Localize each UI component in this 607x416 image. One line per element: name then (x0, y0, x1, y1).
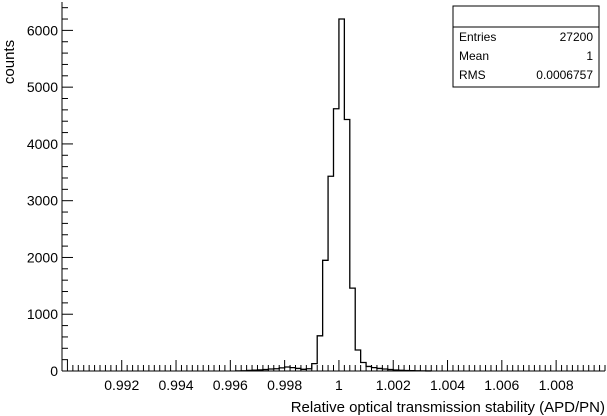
stats-box: Entries 27200 Mean 1 RMS 0.0006757 (452, 5, 600, 88)
x-axis-title: Relative optical transmission stability … (291, 399, 605, 416)
histogram-bin (295, 368, 300, 371)
histogram-bin (328, 176, 333, 371)
histogram-bin (399, 370, 404, 371)
y-tick-label: 3000 (27, 193, 58, 209)
x-tick-label: 1 (335, 377, 343, 393)
x-tick-label: 1.004 (430, 377, 465, 393)
histogram-bin (263, 370, 268, 371)
histogram-bin (312, 364, 317, 371)
histogram-bin (306, 369, 311, 371)
histogram-bin (355, 350, 360, 371)
y-tick-label: 2000 (27, 249, 58, 265)
x-tick-label: 0.996 (213, 377, 248, 393)
histogram-bin (285, 367, 290, 371)
histogram-bin (372, 368, 377, 371)
histogram-bin (279, 368, 284, 371)
histogram-outline (235, 18, 432, 372)
y-tick-label: 6000 (27, 22, 58, 38)
y-axis-title: counts (1, 40, 18, 84)
y-tick-label: 0 (50, 363, 58, 379)
histogram-bin (393, 370, 398, 371)
x-tick-label: 0.992 (104, 377, 139, 393)
y-tick-label: 5000 (27, 79, 58, 95)
histogram-bin (323, 260, 328, 371)
histogram-bin (247, 370, 252, 371)
histogram-bin (274, 369, 279, 371)
stats-label: Mean (459, 49, 489, 63)
ticks: 0.992 0.994 0.996 0.998 1 1.002 1.004 1.006 1.00… (27, 7, 606, 393)
histogram-bin (290, 368, 295, 371)
histogram-bin (252, 370, 257, 371)
histogram-bin (301, 369, 306, 371)
stats-label: RMS (459, 68, 486, 82)
histogram-bin (366, 366, 371, 371)
histogram-bin (339, 19, 344, 371)
histogram-bars (235, 18, 432, 372)
y-tick-label: 4000 (27, 136, 58, 152)
histogram-bin (344, 120, 349, 371)
histogram-bin (382, 369, 387, 371)
stats-value: 1 (586, 49, 593, 63)
x-tick-label: 0.998 (267, 377, 302, 393)
histogram-bin (268, 369, 273, 371)
histogram-bin (388, 370, 393, 371)
stats-label: Entries (459, 30, 496, 44)
x-tick-label: 1.008 (539, 377, 574, 393)
x-tick-label: 1.006 (484, 377, 519, 393)
x-tick-label: 0.994 (159, 377, 194, 393)
stats-value: 27200 (560, 30, 594, 44)
histogram-bin (361, 362, 366, 371)
y-tick-label: 1000 (27, 306, 58, 322)
histogram-bin (317, 336, 322, 371)
stats-value: 0.0006757 (536, 68, 593, 82)
histogram-bin (334, 109, 339, 371)
histogram-bin (257, 370, 262, 371)
x-tick-label: 1.002 (376, 377, 411, 393)
histogram-bin (350, 288, 355, 371)
stats-box-frame (452, 5, 600, 88)
histogram-bin (377, 368, 382, 371)
